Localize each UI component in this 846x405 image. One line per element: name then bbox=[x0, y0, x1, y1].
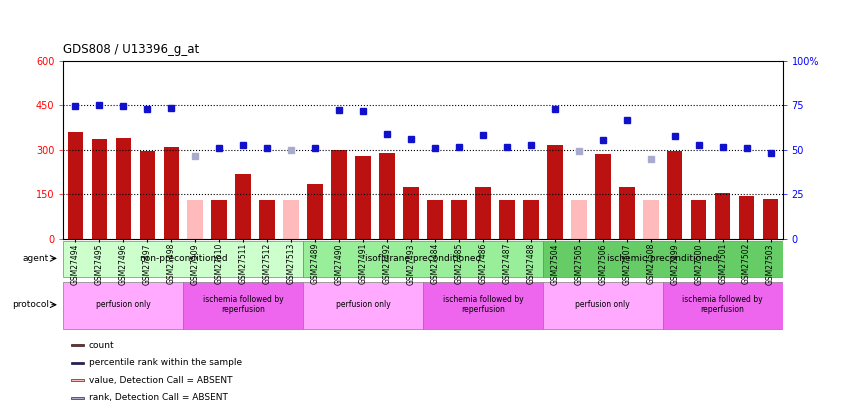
Bar bbox=[188, 200, 203, 239]
Text: ischemia followed by
reperfusion: ischemia followed by reperfusion bbox=[203, 295, 283, 314]
Text: ischemia followed by
reperfusion: ischemia followed by reperfusion bbox=[442, 295, 523, 314]
Bar bbox=[70, 344, 84, 346]
Bar bbox=[68, 132, 83, 239]
Text: protocol: protocol bbox=[12, 300, 49, 309]
Bar bbox=[662, 282, 783, 330]
Bar bbox=[163, 147, 179, 239]
Bar bbox=[595, 154, 611, 239]
Bar bbox=[379, 153, 395, 239]
Bar bbox=[184, 282, 303, 330]
Bar bbox=[543, 241, 783, 277]
Bar bbox=[475, 187, 491, 239]
Bar bbox=[643, 200, 658, 239]
Bar bbox=[70, 362, 84, 364]
Text: percentile rank within the sample: percentile rank within the sample bbox=[89, 358, 242, 367]
Bar bbox=[91, 139, 107, 239]
Bar bbox=[260, 200, 275, 239]
Text: agent: agent bbox=[23, 254, 49, 263]
Bar bbox=[667, 151, 683, 239]
Text: GDS808 / U13396_g_at: GDS808 / U13396_g_at bbox=[63, 43, 200, 56]
Bar bbox=[283, 200, 299, 239]
Text: perfusion only: perfusion only bbox=[336, 300, 391, 309]
Bar bbox=[70, 379, 84, 381]
Bar bbox=[235, 174, 251, 239]
Bar bbox=[423, 282, 543, 330]
Bar bbox=[547, 145, 563, 239]
Text: ischemic preconditioned: ischemic preconditioned bbox=[607, 254, 718, 263]
Bar bbox=[571, 200, 586, 239]
Text: non-preconditioned: non-preconditioned bbox=[139, 254, 228, 263]
Bar bbox=[763, 199, 778, 239]
Text: value, Detection Call = ABSENT: value, Detection Call = ABSENT bbox=[89, 376, 232, 385]
Bar bbox=[619, 187, 634, 239]
Bar bbox=[140, 151, 155, 239]
Bar bbox=[691, 200, 706, 239]
Text: count: count bbox=[89, 341, 114, 350]
Bar bbox=[63, 241, 303, 277]
Bar bbox=[303, 241, 543, 277]
Bar bbox=[303, 282, 423, 330]
Bar bbox=[715, 193, 730, 239]
Bar bbox=[427, 200, 442, 239]
Text: isoflurane preconditioned: isoflurane preconditioned bbox=[365, 254, 481, 263]
Text: rank, Detection Call = ABSENT: rank, Detection Call = ABSENT bbox=[89, 393, 228, 402]
Bar bbox=[63, 282, 184, 330]
Bar bbox=[70, 397, 84, 399]
Bar bbox=[543, 282, 662, 330]
Bar bbox=[451, 200, 467, 239]
Bar bbox=[404, 187, 419, 239]
Bar bbox=[116, 138, 131, 239]
Bar bbox=[355, 156, 371, 239]
Bar bbox=[739, 196, 755, 239]
Bar bbox=[212, 200, 227, 239]
Text: perfusion only: perfusion only bbox=[575, 300, 630, 309]
Bar bbox=[523, 200, 539, 239]
Bar bbox=[499, 200, 514, 239]
Text: ischemia followed by
reperfusion: ischemia followed by reperfusion bbox=[683, 295, 763, 314]
Bar bbox=[307, 184, 323, 239]
Bar bbox=[332, 150, 347, 239]
Text: perfusion only: perfusion only bbox=[96, 300, 151, 309]
